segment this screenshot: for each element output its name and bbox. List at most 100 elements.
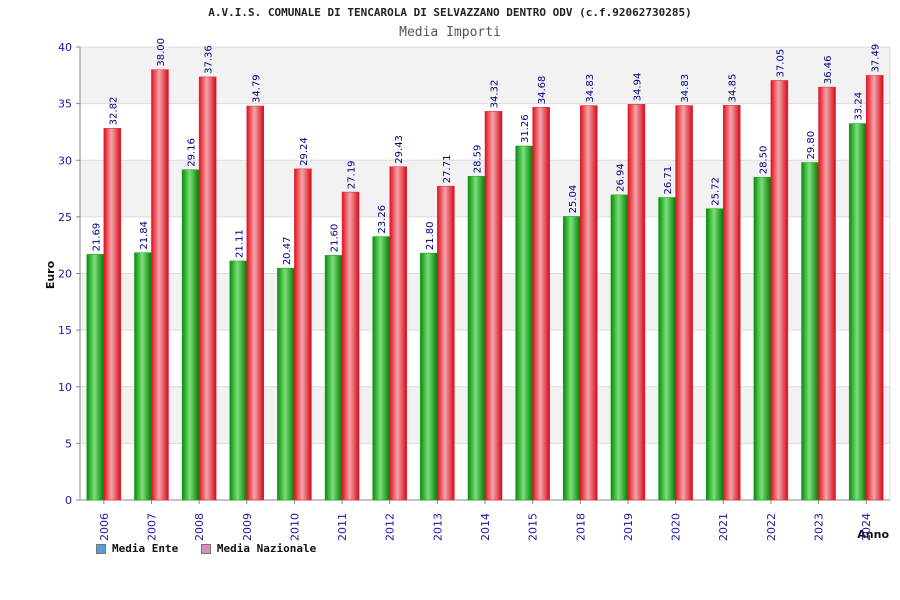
bar-media-ente [181,169,200,501]
data-label: 34.79 [251,74,262,103]
x-tick-label: 2019 [622,513,635,541]
bar-media-ente [86,254,105,501]
legend: Media Ente Media Nazionale [96,542,332,555]
bar-media-nazionale [580,105,598,501]
x-tick-label: 2014 [479,513,492,541]
bar-media-nazionale [198,76,217,501]
data-label: 29.24 [299,137,310,166]
bar-media-ente [277,267,295,501]
bar-media-ente [229,260,248,501]
chart-title: A.V.I.S. COMUNALE DI TENCAROLA DI SELVAZ… [208,6,692,19]
labels: 2006 21.69 32.82 2007 21.84 38.00 2008 29.16 37.… [91,38,881,541]
x-tick-label: 2006 [98,513,111,541]
data-label: 29.16 [187,138,198,167]
data-label: 25.72 [711,177,722,206]
y-tick-label: 25 [58,211,72,224]
bar-media-ente [753,176,772,501]
bar-media-ente [467,175,486,501]
bar-media-nazionale [246,105,265,501]
y-tick-label: 10 [58,381,72,394]
x-tick-label: 2010 [288,513,301,541]
y-tick-label: 0 [65,494,72,507]
legend-item-media-nazionale: Media Nazionale [200,542,317,555]
y-tick-label: 35 [58,98,72,111]
bar-media-ente [610,194,629,501]
data-label: 29.80 [806,131,817,160]
bar-media-nazionale [675,105,693,501]
y-tick-label: 30 [58,154,72,167]
bar-media-nazionale [865,75,884,501]
data-label: 34.68 [537,76,548,105]
y-axis-title: Euro [44,260,57,289]
bar-media-nazionale [484,111,503,501]
bar-media-ente [563,216,581,501]
bar-media-ente [705,208,724,501]
bar-media-ente [420,252,438,501]
x-tick-label: 2008 [193,513,206,541]
bar-media-ente [515,145,533,501]
bar-media-nazionale [103,128,122,501]
bar-media-ente [372,236,390,501]
y-tick-label: 20 [58,268,72,281]
bars [86,69,884,501]
data-label: 23.26 [377,205,388,234]
legend-label-media-ente: Media Ente [112,542,179,555]
bar-media-nazionale [532,106,550,501]
data-label: 27.71 [442,155,453,184]
data-label: 28.50 [758,146,769,175]
x-tick-label: 2011 [336,513,349,541]
x-tick-label: 2012 [384,513,397,541]
data-label: 34.32 [490,80,501,109]
x-tick-label: 2023 [813,513,826,541]
bar-media-ente [801,162,819,501]
data-label: 34.83 [680,74,691,103]
x-tick-label: 2013 [431,513,444,541]
bar-media-ente [848,123,867,501]
data-label: 37.49 [871,44,882,73]
data-label: 34.94 [632,73,643,102]
data-label: 21.60 [330,224,341,253]
data-label: 34.85 [728,74,739,103]
chart-subtitle: Media Importi [399,25,501,40]
data-label: 33.24 [854,92,865,121]
bar-media-nazionale [389,166,407,501]
x-tick-label: 2022 [765,513,778,541]
y-tick-label: 15 [58,324,72,337]
bar-media-nazionale [770,80,789,501]
data-label: 37.36 [204,45,215,74]
legend-label-media-nazionale: Media Nazionale [216,542,317,555]
x-tick-label: 2009 [241,513,254,541]
y-tick-label: 40 [58,41,72,54]
data-label: 26.94 [615,163,626,192]
data-label: 32.82 [108,97,119,126]
data-label: 38.00 [156,38,167,67]
data-label: 21.11 [234,229,245,258]
x-tick-label: 2007 [145,513,158,541]
data-label: 26.71 [663,166,674,195]
bar-media-ente [324,255,343,501]
bar-media-nazionale [437,185,455,501]
data-label: 31.26 [520,114,531,143]
x-tick-label: 2024 [860,513,873,541]
data-label: 21.84 [139,221,150,250]
bar-media-nazionale [818,86,836,501]
data-label: 29.43 [394,135,405,164]
data-label: 37.05 [775,49,786,78]
bar-media-nazionale [151,69,169,501]
y-tick-label: 5 [65,437,72,450]
legend-item-media-ente: Media Ente [96,542,178,555]
bar-media-nazionale [627,104,646,501]
bar-media-ente [658,197,676,501]
data-label: 20.47 [282,237,293,266]
x-tick-label: 2018 [574,513,587,541]
data-label: 36.46 [823,55,834,84]
x-tick-label: 2021 [717,513,730,541]
legend-swatch-media-ente [96,544,106,554]
data-label: 21.69 [91,223,102,252]
bar-media-nazionale [341,191,360,501]
bar-media-ente [134,252,152,501]
x-tick-label: 2020 [670,513,683,541]
legend-swatch-media-nazionale [200,544,211,554]
bar-media-nazionale [294,168,312,501]
